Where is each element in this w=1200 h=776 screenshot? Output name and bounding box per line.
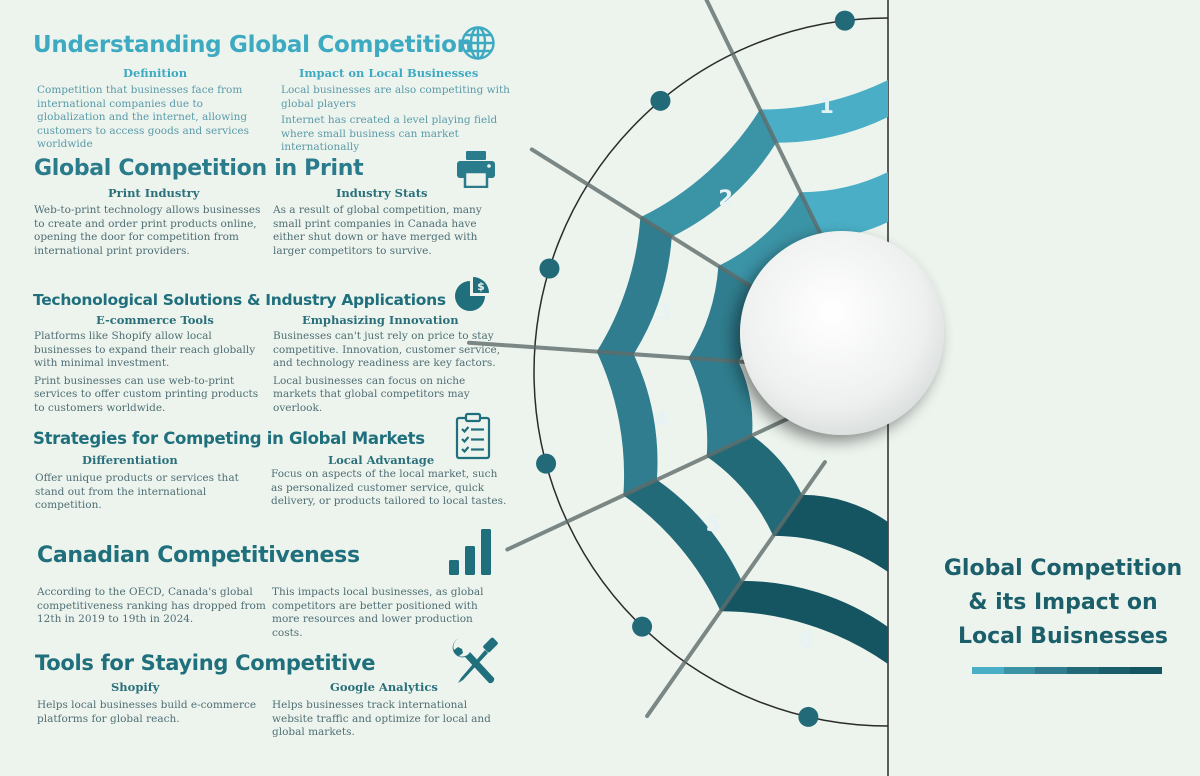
- ring-outer-segment-5: [623, 479, 742, 612]
- ring-outer-segment-3: [596, 217, 672, 355]
- ring-outer-segment-2: [640, 109, 777, 237]
- section-title-understanding: Understanding Global Competition: [33, 32, 473, 58]
- section1-col1-heading: Definition: [123, 66, 188, 80]
- dollar-pie-chart-icon: $: [455, 277, 489, 311]
- clipboard-checklist-icon: [455, 412, 491, 460]
- section4-col1-text: Offer unique products or services that s…: [35, 472, 239, 511]
- section2-col2-text: As a result of global competition, many …: [273, 204, 482, 257]
- section-title-tech: Techonological Solutions & Industry Appl…: [33, 291, 446, 309]
- ring-inner-segment-6: [773, 494, 888, 572]
- section5-col1-text: According to the OECD, Canada's global c…: [37, 586, 266, 625]
- arc-dot-6: [798, 706, 819, 727]
- arc-dot-1: [834, 10, 855, 31]
- ring-inner-segment-1: [800, 172, 888, 238]
- segment-number-5: 5: [706, 512, 721, 536]
- spoke-1: [704, 0, 842, 276]
- bar-chart-icon: [449, 529, 491, 575]
- section6-col1-text: Helps local businesses build e-commerce …: [37, 699, 257, 725]
- ring-outer-segment-6: [720, 580, 888, 664]
- ring-outer-segment-4: [596, 351, 658, 496]
- main-title: Global Competition & its Impact on Local…: [943, 556, 1183, 649]
- printer-icon: [457, 151, 495, 188]
- section2-col1-text: Web-to-print technology allows businesse…: [34, 204, 261, 257]
- section2-col2-heading: Industry Stats: [336, 186, 428, 200]
- ring-inner-segment-5: [706, 435, 802, 536]
- section3-col2-heading: Emphasizing Innovation: [302, 313, 459, 327]
- segment-number-2: 2: [718, 186, 733, 210]
- globe-icon: [461, 26, 495, 60]
- section1-col2-text: Local businesses are also competiting wi…: [281, 84, 510, 153]
- arc-dot-3: [539, 258, 560, 279]
- arc-dot-2: [650, 90, 671, 111]
- segment-number-1: 1: [819, 94, 834, 118]
- ring-outer-segment-1: [759, 80, 888, 143]
- section-title-canadian: Canadian Competitiveness: [37, 543, 360, 568]
- segment-number-4: 4: [654, 408, 669, 432]
- arc-dot-5: [632, 616, 653, 637]
- section4-col1-heading: Differentiation: [82, 453, 178, 467]
- section1-col1-text: Competition that businesses face from in…: [37, 84, 250, 150]
- ring-inner-segment-4: [688, 358, 753, 457]
- center-circle: [740, 231, 944, 435]
- section-title-tools: Tools for Staying Competitive: [35, 651, 376, 675]
- section-title-strategies: Strategies for Competing in Global Marke…: [33, 429, 425, 448]
- section3-col1-heading: E-commerce Tools: [96, 313, 214, 327]
- section5-col2-text: This impacts local businesses, as global…: [272, 586, 484, 639]
- section6-col2-text: Helps businesses track international web…: [272, 699, 491, 738]
- wrench-screwdriver-icon: [452, 637, 498, 684]
- spoke-4: [505, 416, 791, 552]
- arc-dot-4: [536, 453, 557, 474]
- section-title-print: Global Competition in Print: [34, 156, 364, 181]
- section3-col2-text: Businesses can't just rely on price to s…: [273, 330, 501, 414]
- section6-col1-heading: Shopify: [111, 680, 160, 694]
- section6-col2-heading: Google Analytics: [330, 680, 438, 694]
- title-color-bar: [972, 667, 1163, 674]
- spoke-5: [645, 460, 827, 719]
- segment-number-6: 6: [799, 628, 814, 652]
- section1-col2-heading: Impact on Local Businesses: [299, 66, 479, 80]
- section4-col2-text: Focus on aspects of the local market, su…: [271, 468, 507, 507]
- segment-number-3: 3: [657, 300, 672, 324]
- section2-col1-heading: Print Industry: [108, 186, 200, 200]
- section3-col1-text: Platforms like Shopify allow local busin…: [34, 330, 259, 414]
- outer-arc: [533, 17, 889, 727]
- spoke-2: [529, 147, 797, 316]
- svg-text:$: $: [477, 280, 485, 293]
- spoke-3: [467, 340, 781, 367]
- section4-col2-heading: Local Advantage: [328, 453, 435, 467]
